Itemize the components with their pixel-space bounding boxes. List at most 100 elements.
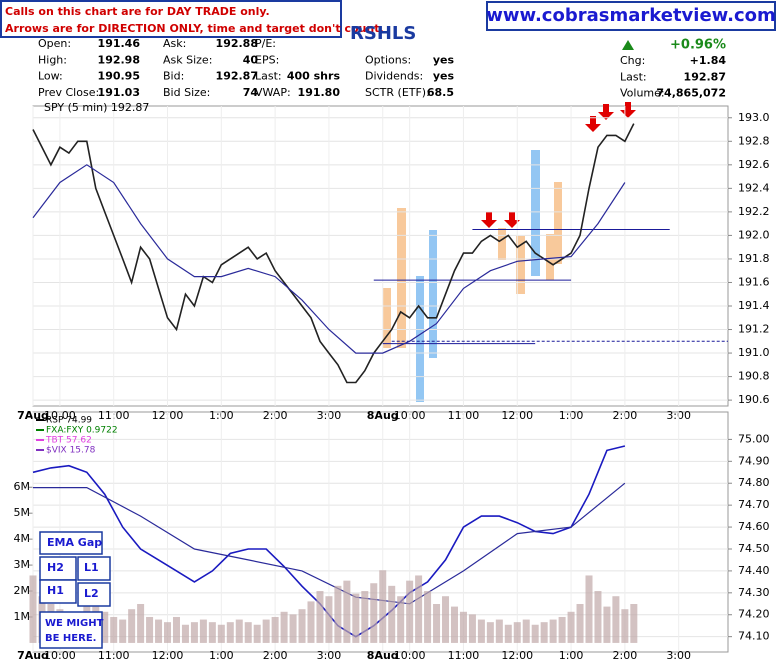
volume-bar	[280, 611, 288, 643]
x-tick-label: 7Aug	[17, 649, 49, 659]
volume-bar	[397, 596, 405, 643]
y-tick-label: 74.90	[738, 454, 770, 467]
arrows	[481, 102, 636, 228]
zone	[397, 208, 406, 348]
y-tick-label: 74.70	[738, 498, 770, 511]
quote-value: 192.98	[98, 53, 140, 66]
volume-bar	[164, 622, 172, 643]
note: Calls on this chart are for DAY TRADE on…	[5, 5, 270, 18]
box	[77, 556, 111, 581]
annotation: WE MIGHT	[45, 618, 104, 629]
volume-bar	[128, 609, 136, 643]
quote-label: High:	[38, 53, 67, 66]
zone	[546, 234, 554, 280]
series-line	[32, 123, 635, 384]
stat-value: 74,865,072	[656, 87, 726, 100]
arrow	[504, 212, 520, 228]
volume-bar	[477, 619, 485, 643]
y2-tick-label: 3M	[14, 558, 31, 571]
quote-label: Low:	[38, 70, 63, 83]
volume-bar	[433, 604, 441, 643]
volume-bar	[630, 604, 638, 643]
volume-bar	[468, 614, 476, 643]
y2-tick-label: 6M	[14, 480, 31, 493]
volume-bar	[621, 609, 629, 643]
volume-bar	[217, 624, 225, 643]
annotation: L1	[84, 561, 99, 574]
annotation: L2	[84, 587, 99, 600]
quote-label: Dividends:	[365, 70, 423, 83]
volume-bar	[522, 619, 530, 643]
symbol: RSHLS	[350, 23, 416, 44]
volume-bar	[262, 619, 270, 643]
y-tick-label: 74.30	[738, 586, 770, 599]
zone	[383, 288, 391, 348]
volume-bar	[513, 622, 521, 643]
volume-bar	[155, 619, 163, 643]
x-tick-label: 12:00	[152, 649, 184, 659]
volume-bar	[415, 575, 423, 643]
legend-label: RSP 74.99	[46, 416, 92, 426]
quote-label: SCTR (ETF):	[365, 86, 430, 99]
quote-label: Open:	[38, 37, 71, 50]
zone	[498, 228, 506, 260]
volume-bar	[594, 591, 602, 643]
y-tick-label: 74.80	[738, 476, 770, 489]
annotation: H2	[47, 561, 64, 574]
stat-value: 192.87	[684, 70, 726, 83]
y-tick-label: 192.6	[738, 158, 770, 171]
volume-bar	[298, 609, 306, 643]
volume-bar	[531, 624, 539, 643]
legend-label: TBT 57.62	[45, 436, 92, 446]
box	[39, 531, 103, 555]
zone	[416, 276, 424, 402]
y2-tick-label: 1M	[14, 610, 31, 623]
y-tick-label: 191.4	[738, 299, 770, 312]
quote-label: Bid Size:	[163, 86, 210, 99]
quote-value: 191.03	[98, 86, 140, 99]
quote-value: 68.5	[427, 86, 454, 99]
notes-box	[0, 0, 342, 38]
volume-bar	[424, 591, 432, 643]
volume-bar	[137, 604, 145, 643]
quote-value: 191.46	[98, 37, 141, 50]
chart-label: SPY (5 min) 192.87	[44, 101, 149, 114]
volume-bar	[486, 622, 494, 643]
volume-bar	[459, 611, 467, 643]
volume-bar	[558, 616, 566, 643]
quote-value: 192.88	[216, 37, 258, 50]
y-tick-label: 190.8	[738, 370, 770, 383]
quote-value: 191.80	[298, 86, 341, 99]
x-tick-label: 8Aug	[367, 649, 399, 659]
volume-bar	[343, 580, 351, 643]
volume-bar	[146, 616, 154, 643]
stat-label: Chg:	[620, 54, 645, 67]
quote-label: Options:	[365, 53, 411, 66]
y2-tick-label: 2M	[14, 584, 31, 597]
quote-label: Prev Close:	[38, 86, 99, 99]
arrow	[585, 116, 601, 132]
quote-value: 40	[243, 53, 259, 66]
quote-label: P/E:	[255, 37, 276, 50]
y-tick-label: 192.2	[738, 205, 770, 218]
y-tick-label: 193.0	[738, 111, 770, 124]
volume-bar	[110, 616, 118, 643]
y-tick-label: 191.0	[738, 346, 770, 359]
volume-bar	[549, 619, 557, 643]
x-tick-label: 10:00	[394, 649, 426, 659]
volume-bar	[450, 606, 458, 643]
annotation: H1	[47, 584, 64, 597]
arrow	[598, 104, 614, 120]
quote-value: 74	[243, 86, 259, 99]
volume-bar	[101, 611, 109, 643]
y2-tick-label: 5M	[14, 506, 31, 519]
volume-bar	[495, 619, 503, 643]
x-tick-label: 3:00	[666, 649, 691, 659]
x-tick-label: 12:00	[501, 649, 533, 659]
volume-bar	[307, 601, 315, 643]
volume-bar	[244, 622, 252, 643]
x-tick-label: 10:00	[44, 649, 76, 659]
volume-bar	[316, 591, 324, 643]
zone	[429, 230, 437, 358]
